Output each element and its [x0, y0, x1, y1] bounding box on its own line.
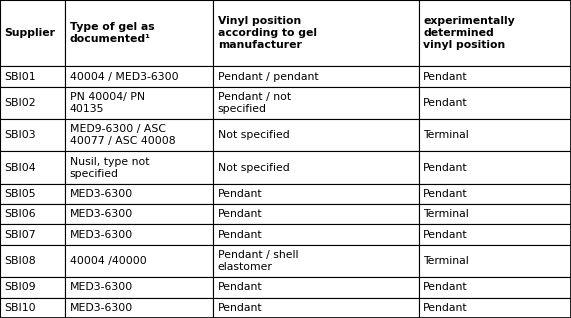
- Bar: [65, 204, 214, 225]
- Text: Pendant / pendant: Pendant / pendant: [218, 72, 319, 81]
- Text: Pendant: Pendant: [218, 282, 263, 292]
- Bar: [214, 298, 419, 318]
- Bar: [419, 298, 571, 318]
- Text: 40004 / MED3-6300: 40004 / MED3-6300: [70, 72, 178, 81]
- Bar: [419, 204, 571, 225]
- Bar: [419, 225, 571, 245]
- Bar: [65, 225, 214, 245]
- Text: Pendant: Pendant: [423, 189, 468, 199]
- Text: Pendant: Pendant: [423, 162, 468, 172]
- Text: SBI03: SBI03: [5, 130, 36, 140]
- Bar: [419, 119, 571, 151]
- Text: experimentally
determined
vinyl position: experimentally determined vinyl position: [423, 16, 515, 50]
- Bar: [65, 245, 214, 277]
- Bar: [0, 225, 65, 245]
- Bar: [65, 0, 214, 66]
- Text: SBI06: SBI06: [5, 209, 36, 219]
- Text: Vinyl position
according to gel
manufacturer: Vinyl position according to gel manufact…: [218, 16, 317, 50]
- Bar: [0, 119, 65, 151]
- Text: Pendant: Pendant: [218, 209, 263, 219]
- Bar: [0, 66, 65, 87]
- Text: MED3-6300: MED3-6300: [70, 230, 133, 240]
- Bar: [0, 298, 65, 318]
- Text: SBI08: SBI08: [5, 256, 36, 266]
- Text: Pendant: Pendant: [218, 189, 263, 199]
- Bar: [419, 66, 571, 87]
- Bar: [65, 277, 214, 298]
- Text: PN 40004/ PN
40135: PN 40004/ PN 40135: [70, 92, 144, 114]
- Text: Pendant: Pendant: [423, 98, 468, 108]
- Bar: [419, 0, 571, 66]
- Bar: [214, 87, 419, 119]
- Text: MED9-6300 / ASC
40077 / ASC 40008: MED9-6300 / ASC 40077 / ASC 40008: [70, 124, 175, 146]
- Text: SBI05: SBI05: [5, 189, 36, 199]
- Bar: [0, 277, 65, 298]
- Text: MED3-6300: MED3-6300: [70, 209, 133, 219]
- Bar: [0, 245, 65, 277]
- Text: Terminal: Terminal: [423, 256, 469, 266]
- Bar: [214, 277, 419, 298]
- Text: 40004 /40000: 40004 /40000: [70, 256, 146, 266]
- Text: MED3-6300: MED3-6300: [70, 303, 133, 313]
- Text: Pendant: Pendant: [218, 303, 263, 313]
- Bar: [0, 184, 65, 204]
- Text: SBI01: SBI01: [5, 72, 36, 81]
- Text: Not specified: Not specified: [218, 162, 289, 172]
- Text: MED3-6300: MED3-6300: [70, 189, 133, 199]
- Text: Pendant: Pendant: [423, 72, 468, 81]
- Text: Pendant: Pendant: [423, 230, 468, 240]
- Bar: [214, 66, 419, 87]
- Text: Nusil, type not
specified: Nusil, type not specified: [70, 156, 149, 178]
- Text: SBI10: SBI10: [5, 303, 36, 313]
- Bar: [214, 0, 419, 66]
- Bar: [65, 298, 214, 318]
- Text: Pendant: Pendant: [218, 230, 263, 240]
- Text: Not specified: Not specified: [218, 130, 289, 140]
- Bar: [214, 184, 419, 204]
- Bar: [214, 225, 419, 245]
- Bar: [419, 87, 571, 119]
- Bar: [65, 184, 214, 204]
- Bar: [0, 151, 65, 184]
- Text: Terminal: Terminal: [423, 130, 469, 140]
- Bar: [214, 151, 419, 184]
- Bar: [419, 245, 571, 277]
- Text: SBI07: SBI07: [5, 230, 36, 240]
- Bar: [214, 119, 419, 151]
- Bar: [214, 204, 419, 225]
- Bar: [65, 66, 214, 87]
- Bar: [419, 277, 571, 298]
- Bar: [419, 184, 571, 204]
- Bar: [0, 0, 65, 66]
- Bar: [65, 119, 214, 151]
- Bar: [65, 151, 214, 184]
- Text: SBI02: SBI02: [5, 98, 36, 108]
- Bar: [0, 87, 65, 119]
- Text: SBI04: SBI04: [5, 162, 36, 172]
- Text: Pendant: Pendant: [423, 282, 468, 292]
- Text: Supplier: Supplier: [5, 28, 55, 38]
- Text: Pendant: Pendant: [423, 303, 468, 313]
- Text: Terminal: Terminal: [423, 209, 469, 219]
- Text: MED3-6300: MED3-6300: [70, 282, 133, 292]
- Bar: [0, 204, 65, 225]
- Text: SBI09: SBI09: [5, 282, 36, 292]
- Bar: [65, 87, 214, 119]
- Bar: [419, 151, 571, 184]
- Text: Pendant / shell
elastomer: Pendant / shell elastomer: [218, 250, 299, 272]
- Text: Pendant / not
specified: Pendant / not specified: [218, 92, 291, 114]
- Bar: [214, 245, 419, 277]
- Text: Type of gel as
documented¹: Type of gel as documented¹: [70, 22, 154, 44]
